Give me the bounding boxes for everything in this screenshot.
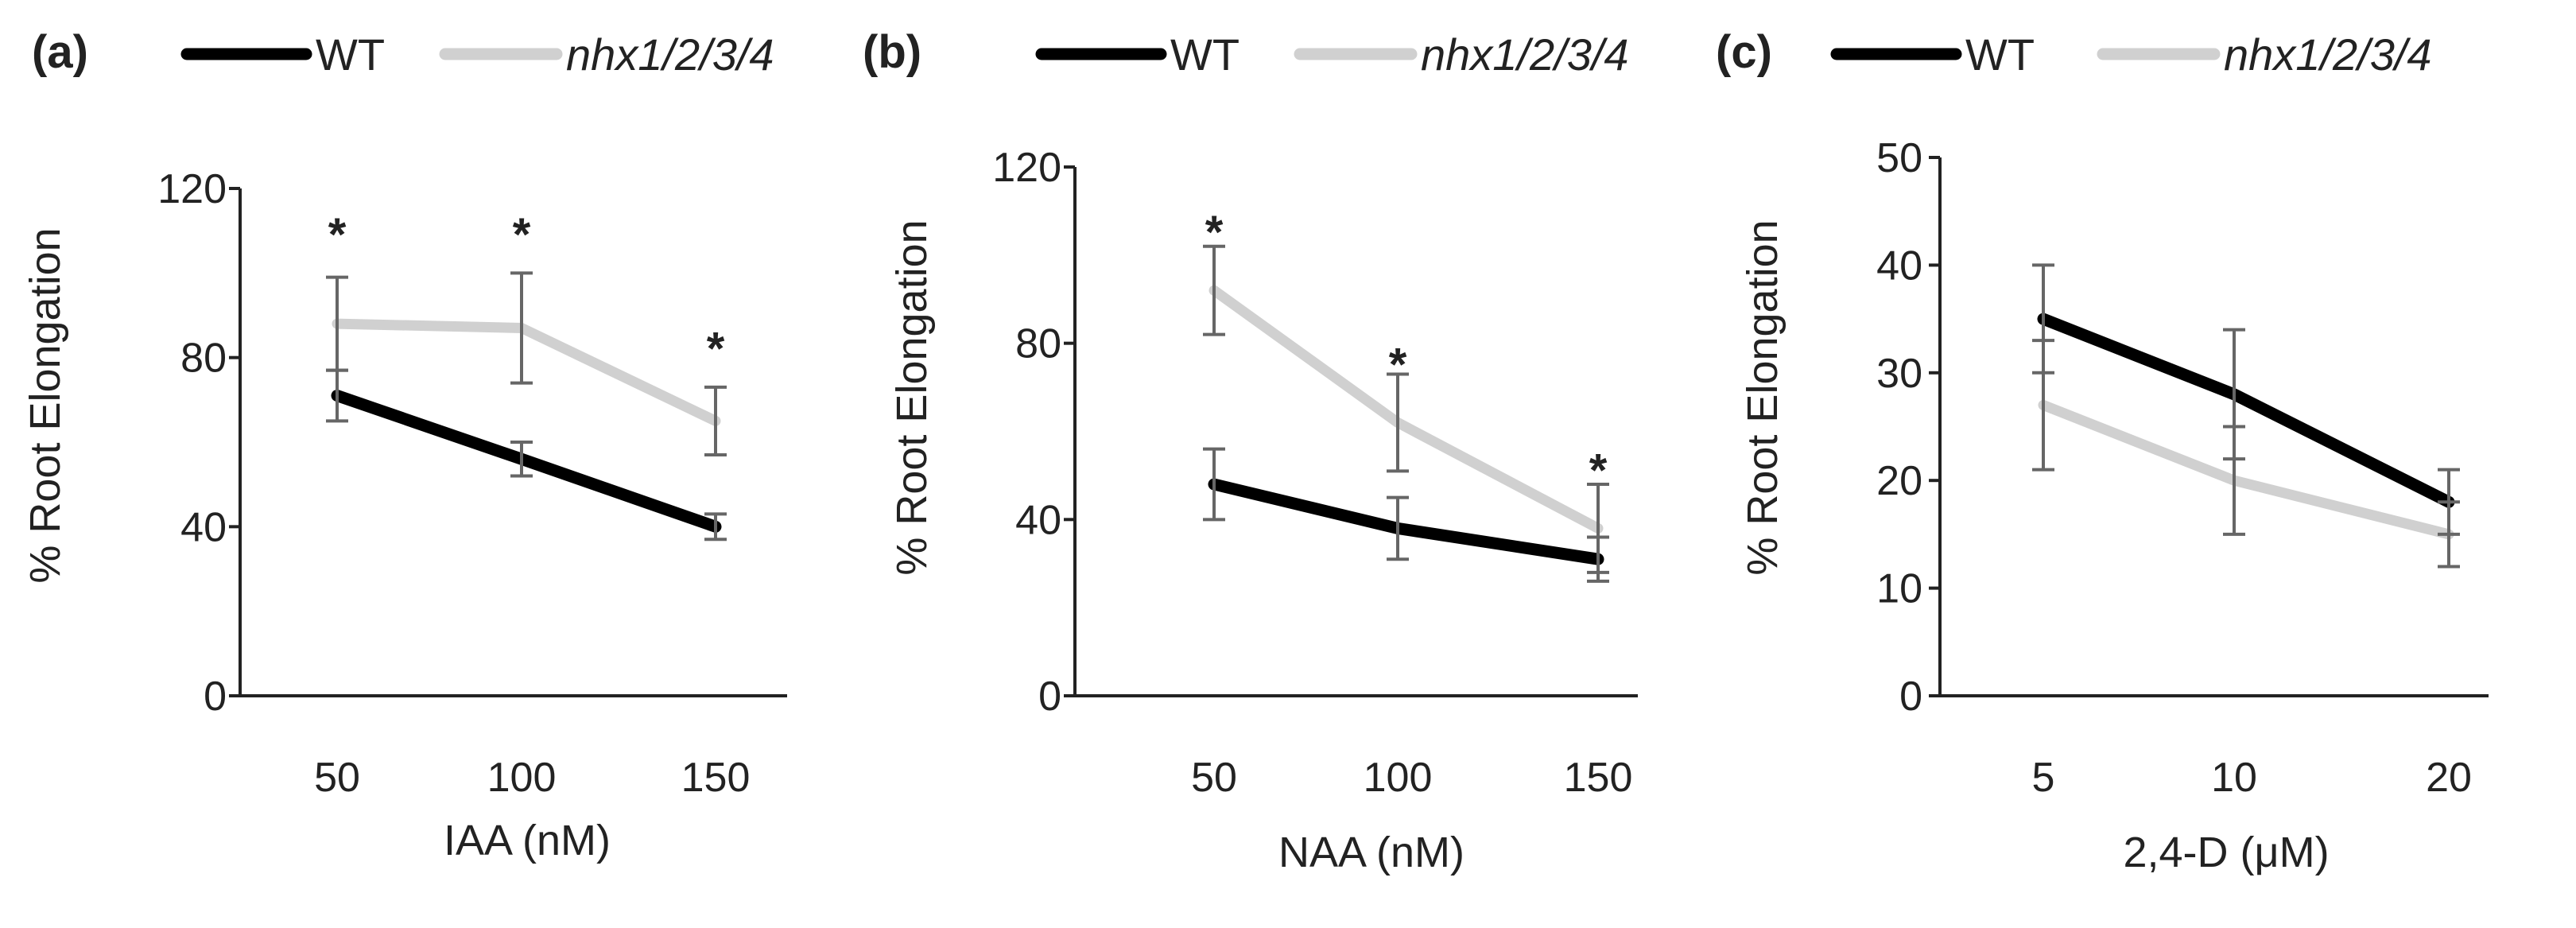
panel-c-y-tick-label: 10 — [1876, 566, 1922, 612]
panel-b-legend-mutant-label: nhx1/2/3/4 — [1421, 29, 1629, 80]
panel-a-series-mutant-line — [332, 318, 721, 426]
panel-b-x-tick-label: 100 — [1364, 755, 1433, 801]
panel-c-legend-wt-label: WT — [1965, 29, 2035, 80]
panel-a-y-tick-label: 40 — [180, 504, 227, 550]
panel-b-y-tick-label: 80 — [1015, 321, 1061, 367]
panel-a-x-tick-label: 100 — [487, 755, 557, 801]
panel-c-y-tick-label: 20 — [1876, 458, 1922, 504]
panel-b-significance-star: * — [1389, 339, 1407, 390]
panel-a-significance-star: * — [707, 323, 725, 375]
panel-a-x-tick-label: 150 — [681, 755, 751, 801]
panel-c-x-tick-label: 20 — [2426, 755, 2472, 801]
panel-a-label: (a) — [32, 26, 88, 78]
panel-b-significance-star: * — [1205, 207, 1224, 258]
panel-a-significance-star: * — [328, 209, 347, 261]
panel-a-y-tick-label: 120 — [157, 166, 227, 212]
panel-a-legend-mutant-label: nhx1/2/3/4 — [566, 29, 774, 80]
panel-b-x-axis-title: NAA (nM) — [1278, 829, 1465, 876]
panel-c-x-tick-label: 5 — [2032, 755, 2055, 801]
panel-b-y-tick-label: 120 — [992, 145, 1061, 191]
panel-b-x-tick-label: 50 — [1191, 755, 1237, 801]
panel-c-legend-mutant-label: nhx1/2/3/4 — [2224, 29, 2432, 80]
panel-c-y-tick-label: 50 — [1876, 135, 1922, 181]
panel-a-y-tick-label: 80 — [180, 336, 227, 382]
panel-a-y-axis-title: % Root Elongation — [21, 227, 69, 583]
panel-c-x-axis-title: 2,4-D (μM) — [2123, 829, 2329, 876]
panel-b-y-axis-title: % Root Elongation — [888, 219, 936, 575]
panel-c-series-wt-line — [2037, 313, 2455, 508]
panel-c-y-axis-title: % Root Elongation — [1739, 219, 1787, 575]
panel-a-series-wt-line — [331, 390, 722, 533]
panel-b-legend-wt-label: WT — [1170, 29, 1240, 80]
panel-c-label: (c) — [1716, 26, 1772, 78]
panel-a-significance-star: * — [513, 209, 531, 261]
panel-b-y-tick-label: 40 — [1015, 497, 1061, 543]
panel-c-y-tick-label: 0 — [1899, 674, 1922, 720]
panel-c-y-tick-label: 40 — [1876, 243, 1922, 289]
panel-a-y-tick-label: 0 — [204, 674, 227, 720]
panel-b-significance-star: * — [1589, 445, 1608, 496]
panel-b-x-tick-label: 150 — [1564, 755, 1633, 801]
panel-c-x-tick-label: 10 — [2211, 755, 2257, 801]
panel-c-y-tick-label: 30 — [1876, 351, 1922, 397]
panel-b-label: (b) — [863, 26, 921, 78]
panel-b-y-tick-label: 0 — [1038, 674, 1061, 720]
panel-a-legend-wt-label: WT — [316, 29, 385, 80]
panel-a-x-tick-label: 50 — [314, 755, 360, 801]
panel-a-x-axis-title: IAA (nM) — [444, 817, 611, 864]
